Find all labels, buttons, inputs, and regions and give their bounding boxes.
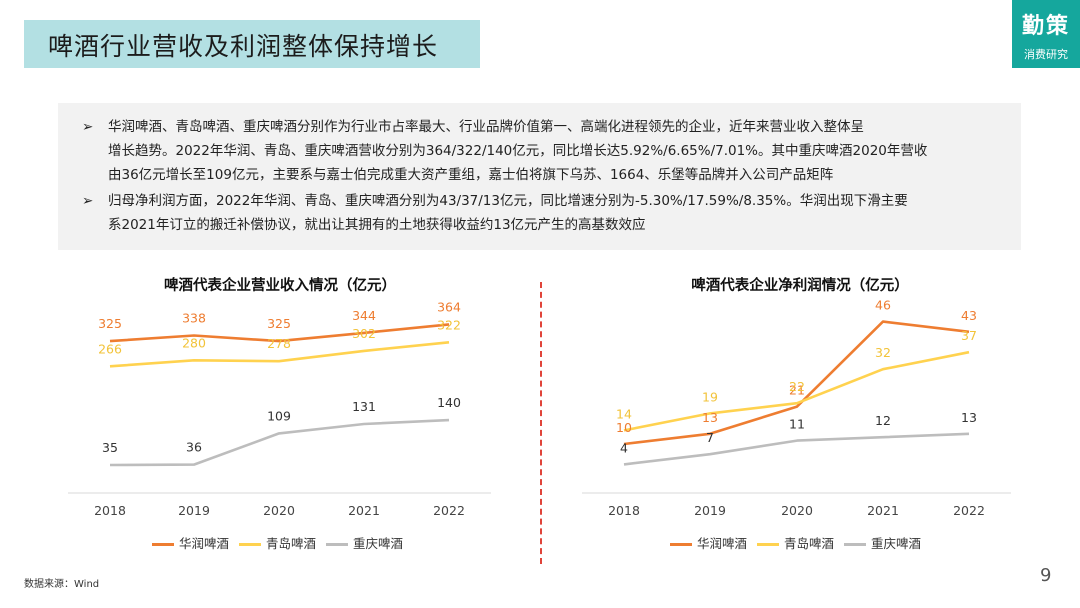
title-bar: 啤酒行业营收及利润整体保持增长 <box>24 20 480 68</box>
series-line <box>109 418 450 467</box>
series-line <box>109 341 450 368</box>
x-tick-label: 2021 <box>867 503 899 518</box>
data-label: 32 <box>875 345 891 360</box>
profit-chart-title: 啤酒代表企业净利润情况（亿元） <box>691 278 909 294</box>
data-label: 302 <box>352 326 376 341</box>
legend-label: 重庆啤酒 <box>871 536 922 551</box>
data-label: 4 <box>620 440 628 455</box>
brand-logo: 勤策 消费研究 <box>1012 0 1080 68</box>
data-label: 325 <box>267 316 291 331</box>
series-line <box>623 350 970 432</box>
legend-item: 华润啤酒 <box>670 533 747 552</box>
text-line: 由36亿元增长至109亿元，主要系与嘉士伯完成重大资产重组，嘉士伯将旗下乌苏、1… <box>108 167 834 183</box>
text-line: 华润啤酒、青岛啤酒、重庆啤酒分别作为行业市占率最大、行业品牌价值第一、高端化进程… <box>108 119 864 135</box>
legend-item: 青岛啤酒 <box>757 533 834 552</box>
profit-legend: 华润啤酒 青岛啤酒 重庆啤酒 <box>670 533 931 552</box>
data-label: 14 <box>616 406 632 421</box>
legend-swatch <box>670 543 692 546</box>
x-tick-label: 2022 <box>433 503 465 518</box>
page-title: 啤酒行业营收及利润整体保持增长 <box>48 32 439 61</box>
arrow-bullet-icon: ➢ <box>82 119 94 135</box>
page-number: 9 <box>1040 565 1052 586</box>
data-label: 131 <box>352 399 376 414</box>
data-label: 10 <box>616 420 632 435</box>
data-label: 22 <box>789 379 805 394</box>
legend-swatch <box>152 543 174 546</box>
data-label: 278 <box>267 336 291 351</box>
legend-label: 青岛啤酒 <box>266 536 317 551</box>
data-label: 364 <box>437 299 461 314</box>
source-note: 数据来源：Wind <box>24 579 100 590</box>
data-label: 109 <box>267 408 291 423</box>
data-label: 21 <box>789 383 805 398</box>
legend-item: 重庆啤酒 <box>326 533 403 552</box>
x-tick-label: 2022 <box>953 503 985 518</box>
legend-item: 华润啤酒 <box>152 533 229 552</box>
chart-divider <box>540 282 542 564</box>
data-label: 43 <box>961 308 977 323</box>
x-tick-label: 2020 <box>263 503 295 518</box>
bullet-text: 华润啤酒、青岛啤酒、重庆啤酒分别作为行业市占率最大、行业品牌价值第一、高端化进程… <box>108 115 1008 187</box>
data-label: 19 <box>702 389 718 404</box>
data-label: 7 <box>706 430 714 445</box>
legend-label: 重庆啤酒 <box>353 536 404 551</box>
data-label: 325 <box>98 316 122 331</box>
bullet-text: 归母净利润方面，2022年华润、青岛、重庆啤酒分别为43/37/13亿元，同比增… <box>108 189 1008 237</box>
data-label: 11 <box>789 417 805 432</box>
data-label: 46 <box>875 298 891 313</box>
legend-label: 华润啤酒 <box>179 536 230 551</box>
data-label: 338 <box>182 311 206 326</box>
x-tick-label: 2020 <box>781 503 813 518</box>
logo-sub-text: 消费研究 <box>1024 48 1068 61</box>
text-line: 增长趋势。2022年华润、青岛、重庆啤酒营收分别为364/322/140亿元，同… <box>108 143 928 159</box>
data-label: 13 <box>961 410 977 425</box>
legend-swatch <box>757 543 780 546</box>
data-label: 35 <box>102 440 118 455</box>
revenue-chart-title: 啤酒代表企业营业收入情况（亿元） <box>164 278 396 294</box>
x-tick-label: 2019 <box>694 503 726 518</box>
x-tick-label: 2019 <box>178 503 210 518</box>
legend-swatch <box>326 543 349 546</box>
series-line <box>623 320 970 446</box>
legend-label: 青岛啤酒 <box>784 536 835 551</box>
data-label: 13 <box>702 410 718 425</box>
x-tick-label: 2018 <box>94 503 126 518</box>
legend-item: 青岛啤酒 <box>239 533 316 552</box>
logo-main-text: 勤策 <box>1021 14 1070 39</box>
revenue-legend: 华润啤酒 青岛啤酒 重庆啤酒 <box>152 533 413 552</box>
legend-swatch <box>844 543 867 546</box>
data-label: 37 <box>961 328 977 343</box>
legend-item: 重庆啤酒 <box>844 533 921 552</box>
data-label: 12 <box>875 413 891 428</box>
arrow-bullet-icon: ➢ <box>82 193 94 209</box>
data-label: 322 <box>437 317 461 332</box>
legend-swatch <box>239 543 262 546</box>
series-line <box>109 323 450 343</box>
text-line: 归母净利润方面，2022年华润、青岛、重庆啤酒分别为43/37/13亿元，同比增… <box>108 193 908 209</box>
data-label: 36 <box>186 440 202 455</box>
data-label: 344 <box>352 308 376 323</box>
data-label: 266 <box>98 341 122 356</box>
text-line: 系2021年订立的搬迁补偿协议，就出让其拥有的土地获得收益约13亿元产生的高基数… <box>108 217 646 233</box>
x-tick-label: 2018 <box>608 503 640 518</box>
data-label: 140 <box>437 395 461 410</box>
legend-label: 华润啤酒 <box>697 536 748 551</box>
summary-box: ➢ 华润啤酒、青岛啤酒、重庆啤酒分别作为行业市占率最大、行业品牌价值第一、高端化… <box>58 103 1021 250</box>
series-line <box>623 432 970 466</box>
data-label: 280 <box>182 335 206 350</box>
x-tick-label: 2021 <box>348 503 380 518</box>
